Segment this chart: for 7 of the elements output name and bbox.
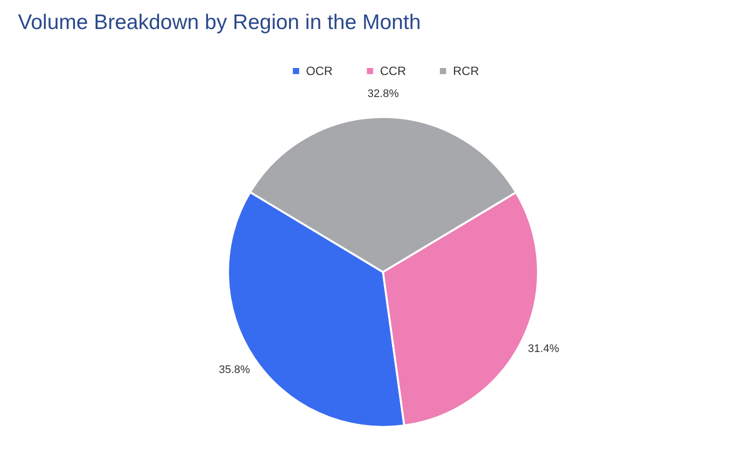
- data-label: 35.8%: [218, 364, 250, 376]
- legend-label: CCR: [380, 64, 406, 78]
- data-label: 32.8%: [368, 88, 399, 100]
- legend-label: RCR: [453, 64, 480, 78]
- legend-label: OCR: [306, 64, 333, 78]
- chart-title: Volume Breakdown by Region in the Month: [18, 11, 421, 34]
- data-label: 31.4%: [528, 342, 560, 355]
